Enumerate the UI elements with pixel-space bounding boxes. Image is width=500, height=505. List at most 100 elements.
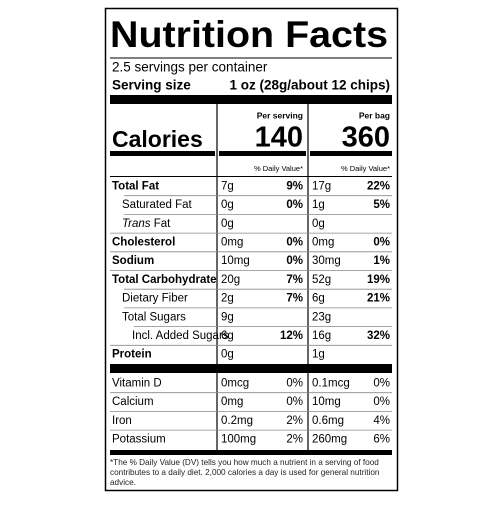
medium-bar	[110, 151, 215, 156]
nutrient-name: Total Carbohydrate	[112, 274, 217, 286]
serving-size-label: Serving size	[112, 78, 191, 93]
calories-value: 360	[342, 122, 390, 154]
amount: 0.2mg	[221, 415, 253, 427]
name-text: Calcium	[112, 396, 154, 408]
daily-value: 0%	[286, 377, 303, 389]
daily-value: 0%	[286, 396, 303, 408]
footnote: *The % Daily Value (DV) tells you how mu…	[110, 458, 380, 487]
label-border	[104, 7, 399, 492]
name-text: Total Carbohydrate	[112, 274, 217, 286]
amount: 30mg	[312, 255, 341, 267]
name-text: Dietary Fiber	[122, 293, 188, 305]
nutrient-name: Saturated Fat	[122, 199, 192, 211]
daily-value: 7%	[286, 293, 303, 305]
medium-bar	[110, 450, 392, 455]
amount: 1g	[312, 349, 325, 361]
calories-label: Calories	[112, 126, 203, 152]
nutrient-name: Iron	[112, 415, 132, 427]
amount: 16g	[312, 330, 331, 342]
nutrient-name: Total Sugars	[122, 311, 186, 323]
title: Nutrition Facts	[110, 14, 388, 55]
name-italic: Trans	[122, 218, 151, 230]
amount: 0mg	[312, 236, 334, 248]
daily-value: 0%	[286, 199, 303, 211]
daily-value: 32%	[367, 330, 390, 342]
amount: 0.1mcg	[312, 377, 350, 389]
daily-value: 1%	[373, 255, 390, 267]
amount: 52g	[312, 274, 331, 286]
amount: 17g	[312, 180, 331, 192]
amount: 0mcg	[221, 377, 249, 389]
medium-bar	[310, 151, 392, 156]
nutrient-name: Total Fat	[112, 180, 159, 192]
calories-value: 140	[255, 122, 303, 154]
amount: 7g	[221, 180, 234, 192]
nutrient-name: Dietary Fiber	[122, 293, 188, 305]
column-header: Per bag	[359, 110, 390, 120]
daily-value: 0%	[286, 236, 303, 248]
servings: 2.5 servings per container	[112, 60, 268, 75]
name-text: Protein	[112, 349, 152, 361]
nutrient-name: Potassium	[112, 433, 166, 445]
daily-value: 4%	[373, 415, 390, 427]
amount: 100mg	[221, 433, 256, 445]
name-text: Sodium	[112, 255, 154, 267]
daily-value: 7%	[286, 274, 303, 286]
daily-value: 19%	[367, 274, 390, 286]
daily-value: 12%	[280, 330, 303, 342]
serving-size-value: 1 oz (28g/about 12 chips)	[229, 78, 390, 93]
amount: 0g	[221, 199, 234, 211]
daily-value: 2%	[286, 415, 303, 427]
amount: 0mg	[221, 236, 243, 248]
nutrient-name: Cholesterol	[112, 236, 175, 248]
amount: 0g	[221, 218, 234, 230]
name-text: Potassium	[112, 433, 166, 445]
name-text: Vitamin D	[112, 377, 162, 389]
column-header: Per serving	[257, 110, 303, 120]
amount: 6g	[312, 293, 325, 305]
name-text: Total Sugars	[122, 311, 186, 323]
amount: 260mg	[312, 433, 347, 445]
name-text: Cholesterol	[112, 236, 175, 248]
nutrient-name: Calcium	[112, 396, 154, 408]
nutrient-name: Vitamin D	[112, 377, 162, 389]
amount: 10mg	[312, 396, 341, 408]
daily-value: 22%	[367, 180, 390, 192]
amount: 0g	[312, 218, 325, 230]
amount: 1g	[312, 199, 325, 211]
daily-value: 5%	[373, 199, 390, 211]
amount: 0.6mg	[312, 415, 344, 427]
amount: 9g	[221, 311, 234, 323]
medium-bar	[219, 151, 306, 156]
thick-bar	[110, 364, 392, 373]
nutrient-name: Protein	[112, 349, 152, 361]
daily-value: 0%	[373, 396, 390, 408]
daily-value: 9%	[286, 180, 303, 192]
name-text: Total Fat	[112, 180, 159, 192]
name-text: Incl. Added Sugars	[132, 330, 229, 342]
daily-value: 0%	[373, 236, 390, 248]
dv-header: % Daily Value*	[254, 164, 303, 173]
daily-value: 2%	[286, 433, 303, 445]
amount: 6g	[221, 330, 234, 342]
amount: 0mg	[221, 396, 243, 408]
name-text: Saturated Fat	[122, 199, 192, 211]
name-text: Iron	[112, 415, 132, 427]
dv-header: % Daily Value*	[341, 164, 390, 173]
amount: 20g	[221, 274, 240, 286]
amount: 23g	[312, 311, 331, 323]
daily-value: 21%	[367, 293, 390, 305]
nutrient-name: Trans Fat	[122, 218, 171, 230]
amount: 2g	[221, 293, 234, 305]
daily-value: 0%	[286, 255, 303, 267]
daily-value: 6%	[373, 433, 390, 445]
name-text: Fat	[154, 218, 171, 230]
amount: 0g	[221, 349, 234, 361]
thick-bar	[110, 95, 392, 104]
nutrient-name: Incl. Added Sugars	[132, 330, 229, 342]
nutrient-name: Sodium	[112, 255, 154, 267]
amount: 10mg	[221, 255, 250, 267]
footnote-box: *The % Daily Value (DV) tells you how mu…	[110, 458, 380, 487]
